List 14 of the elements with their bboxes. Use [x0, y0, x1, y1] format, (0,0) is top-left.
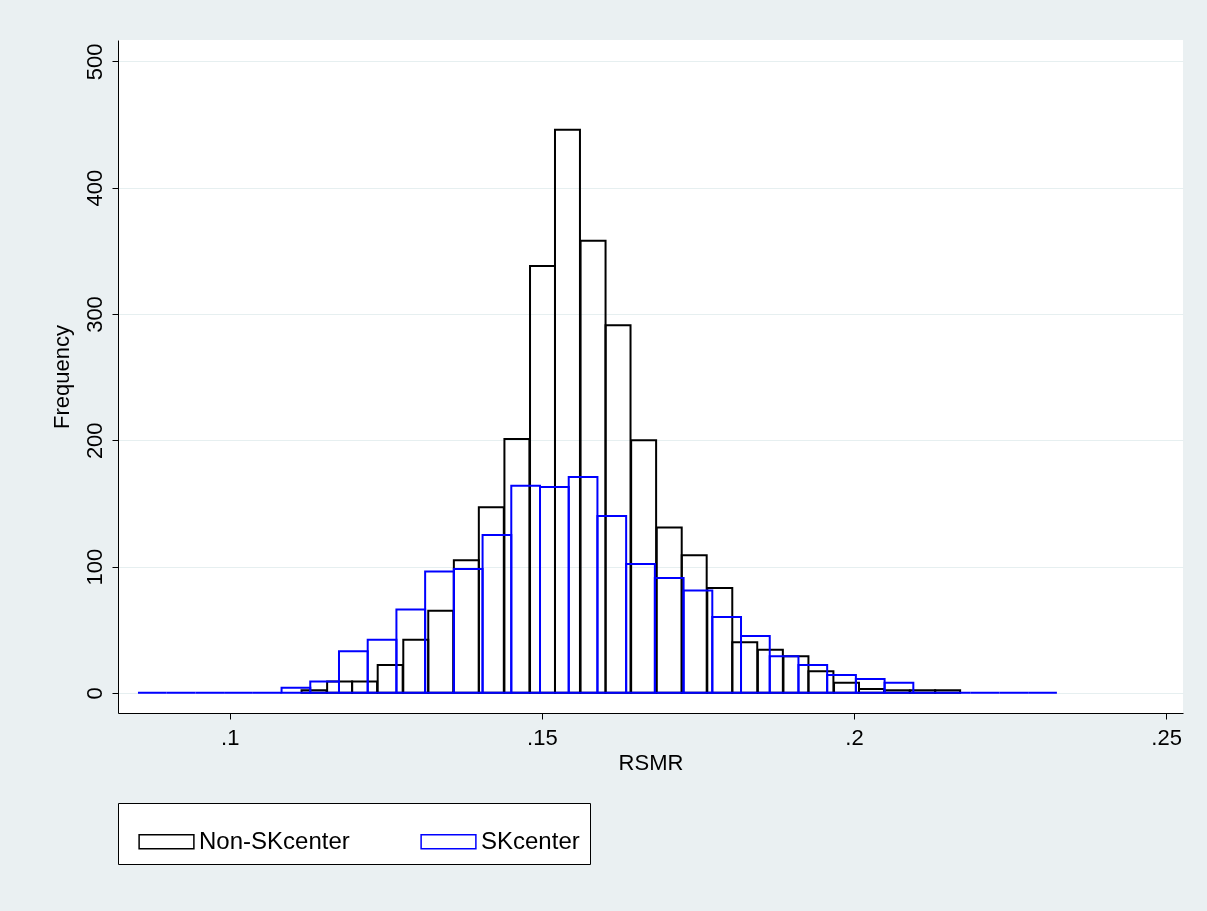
legend-label: Non-SKcenter [199, 826, 350, 854]
x-tick-label: .15 [527, 724, 558, 750]
legend-label: SKcenter [481, 826, 580, 854]
y-tick-label: 300 [81, 296, 107, 333]
y-tick-label: 100 [81, 548, 107, 586]
y-tick-label: 200 [81, 422, 107, 460]
y-tick-label: 0 [81, 687, 107, 700]
y-tick-label: 400 [81, 169, 107, 207]
x-tick-label: .1 [221, 724, 240, 750]
y-axis-title: Frequency [48, 325, 74, 429]
y-tick-label: 500 [81, 43, 107, 81]
x-tick-label: .2 [845, 724, 864, 750]
x-axis-title: RSMR [618, 749, 684, 775]
x-tick-label: .25 [1151, 724, 1182, 750]
